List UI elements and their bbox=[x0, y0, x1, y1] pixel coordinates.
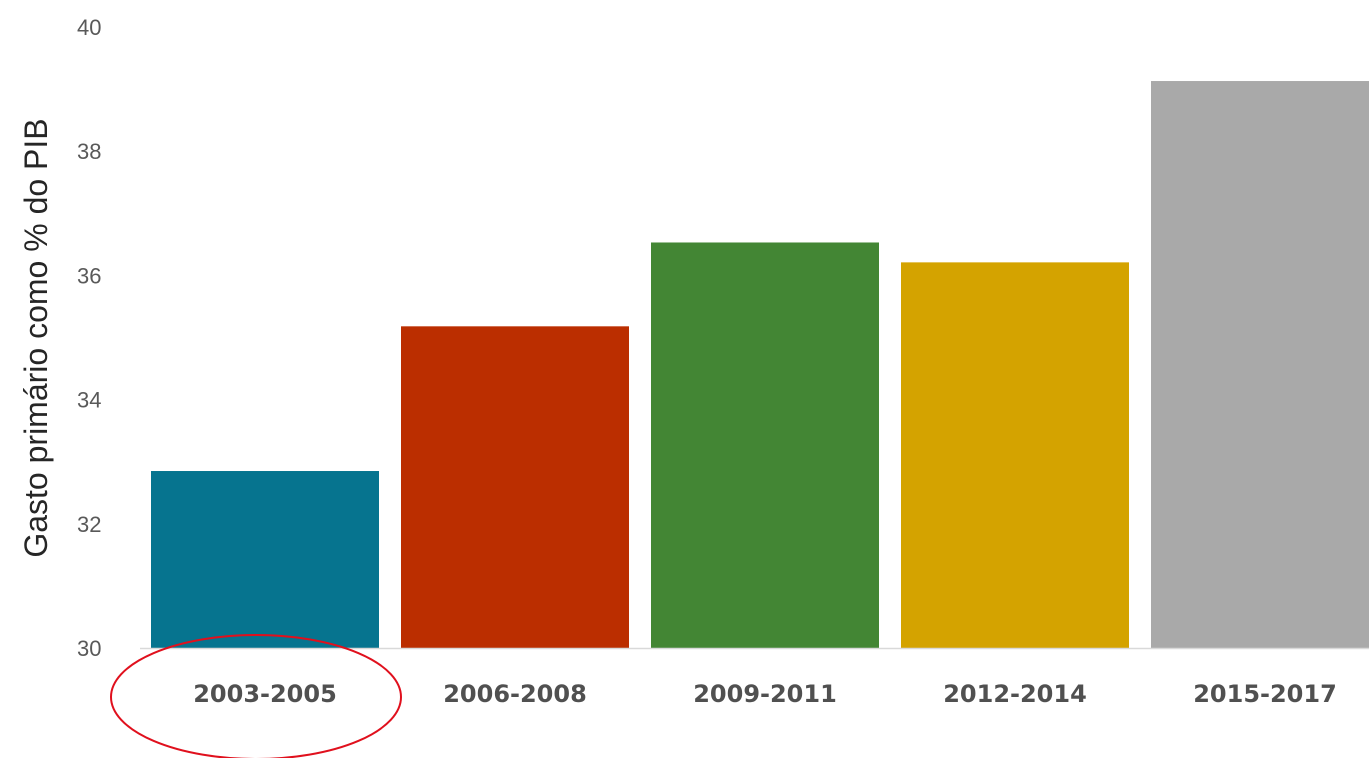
x-category-label: 2006-2008 bbox=[443, 680, 587, 708]
bar-2003-2005 bbox=[151, 471, 379, 648]
y-tick-label: 36 bbox=[77, 263, 101, 288]
bar-2015-2017 bbox=[1151, 81, 1369, 648]
bar-2009-2011 bbox=[651, 242, 879, 648]
y-axis-title: Gasto primário como % do PIB bbox=[18, 118, 54, 557]
x-category-label: 2012-2014 bbox=[943, 680, 1087, 708]
y-tick-label: 34 bbox=[77, 388, 101, 413]
x-axis-labels: 2003-2005 2006-2008 2009-2011 2012-2014 2015… bbox=[193, 680, 1337, 708]
bars-group bbox=[151, 81, 1369, 648]
x-category-label: 2015-2017 bbox=[1193, 680, 1337, 708]
bar-2006-2008 bbox=[401, 326, 629, 648]
y-tick-label: 40 bbox=[77, 15, 101, 40]
bar-2012-2014 bbox=[901, 262, 1129, 648]
y-tick-label: 38 bbox=[77, 139, 101, 164]
x-category-label: 2003-2005 bbox=[193, 680, 337, 708]
y-tick-label: 32 bbox=[77, 512, 101, 537]
y-tick-label: 30 bbox=[77, 636, 101, 661]
x-category-label: 2009-2011 bbox=[693, 680, 837, 708]
y-axis-ticks: 30 32 34 36 38 40 bbox=[77, 15, 101, 661]
